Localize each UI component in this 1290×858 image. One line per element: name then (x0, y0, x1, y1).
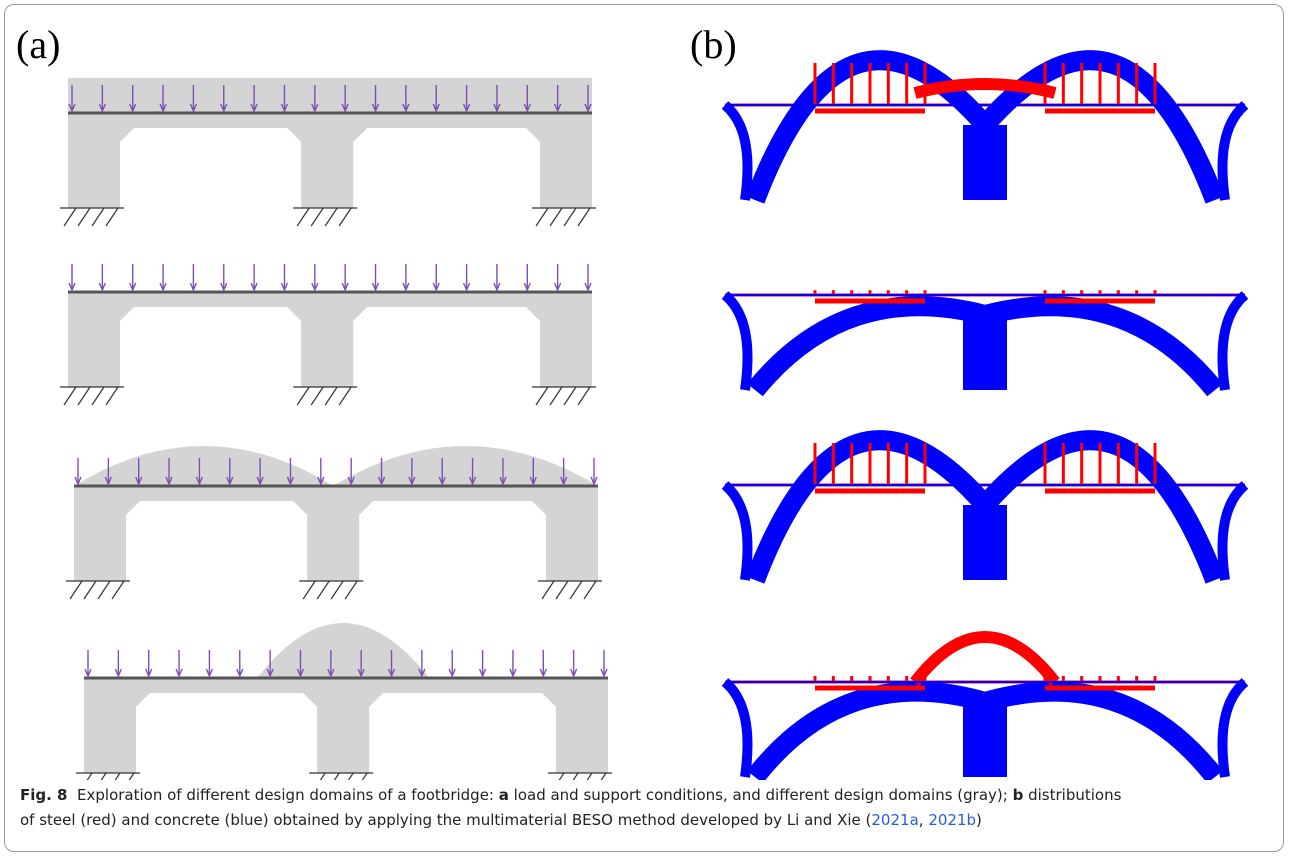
support-hatch (84, 581, 96, 599)
concrete-pier (963, 315, 1007, 390)
support-hatch (355, 773, 367, 780)
support-hatch (94, 773, 106, 780)
support-hatch (339, 387, 351, 405)
support-hatch (325, 387, 337, 405)
caption-text: load and support conditions, and differe… (509, 786, 1013, 804)
support-hatch (564, 387, 576, 405)
support-hatch (106, 208, 118, 226)
design-domain (74, 446, 598, 486)
concrete-leg (725, 295, 748, 390)
support-hatch (303, 581, 315, 599)
panel-label: (b) (690, 22, 737, 67)
support-hatch (536, 208, 548, 226)
support-hatch (550, 208, 562, 226)
citation-link[interactable]: 2021a (871, 811, 918, 829)
support-hatch (339, 208, 351, 226)
support-hatch (584, 581, 596, 599)
concrete-pier (963, 702, 1007, 777)
concrete-leg (725, 105, 748, 200)
concrete-pier (963, 505, 1007, 580)
support-hatch (92, 208, 104, 226)
caption-text: Exploration of different design domains … (77, 786, 499, 804)
support-hatch (345, 581, 357, 599)
support-hatch (341, 773, 353, 780)
figure: (a) (b) (0, 0, 1290, 780)
support-hatch (70, 581, 82, 599)
concrete-leg (725, 485, 748, 580)
support-hatch (331, 581, 343, 599)
support-hatch (106, 387, 118, 405)
concrete-leg (1223, 295, 1246, 390)
support-hatch (556, 581, 568, 599)
support-hatch (327, 773, 339, 780)
support-hatch (594, 773, 606, 780)
opening (120, 307, 301, 387)
support-hatch (64, 208, 76, 226)
panel-label: (a) (16, 22, 60, 67)
support-hatch (112, 581, 124, 599)
caption-text: , (919, 811, 929, 829)
figure-page: (a) (b) Fig. 8 Exploration of different … (0, 0, 1290, 858)
support-hatch (536, 387, 548, 405)
concrete-leg (1223, 485, 1246, 580)
support-hatch (313, 773, 325, 780)
support-hatch (552, 773, 564, 780)
support-hatch (98, 581, 110, 599)
caption-text: distributions (1023, 786, 1121, 804)
support-hatch (564, 208, 576, 226)
support-hatch (78, 208, 90, 226)
support-hatch (578, 208, 590, 226)
concrete-pier (963, 125, 1007, 200)
caption-text: a (499, 786, 509, 804)
concrete-leg (1223, 682, 1246, 777)
support-hatch (542, 581, 554, 599)
support-hatch (566, 773, 578, 780)
caption-text: of steel (red) and concrete (blue) obtai… (20, 811, 871, 829)
caption-text: ) (976, 811, 982, 829)
support-hatch (78, 387, 90, 405)
design-domain (68, 78, 592, 113)
support-hatch (311, 208, 323, 226)
support-hatch (570, 581, 582, 599)
opening (369, 693, 556, 773)
concrete-leg (1223, 105, 1246, 200)
support-hatch (580, 773, 592, 780)
support-hatch (550, 387, 562, 405)
opening (359, 501, 546, 581)
support-hatch (297, 387, 309, 405)
support-hatch (122, 773, 134, 780)
opening (126, 501, 307, 581)
support-hatch (317, 581, 329, 599)
design-domain (257, 623, 429, 678)
steel-arch (915, 637, 1055, 682)
support-hatch (80, 773, 92, 780)
opening (353, 307, 540, 387)
figure-number: Fig. 8 (20, 786, 67, 804)
citation-link[interactable]: 2021b (928, 811, 976, 829)
support-hatch (297, 208, 309, 226)
support-hatch (311, 387, 323, 405)
concrete-leg (725, 682, 748, 777)
caption: Fig. 8 Exploration of different design d… (20, 783, 1270, 833)
opening (120, 128, 301, 208)
support-hatch (108, 773, 120, 780)
opening (136, 693, 317, 773)
support-hatch (92, 387, 104, 405)
support-hatch (578, 387, 590, 405)
caption-text: b (1013, 786, 1024, 804)
steel-chord (915, 84, 1055, 93)
opening (353, 128, 540, 208)
support-hatch (64, 387, 76, 405)
support-hatch (325, 208, 337, 226)
